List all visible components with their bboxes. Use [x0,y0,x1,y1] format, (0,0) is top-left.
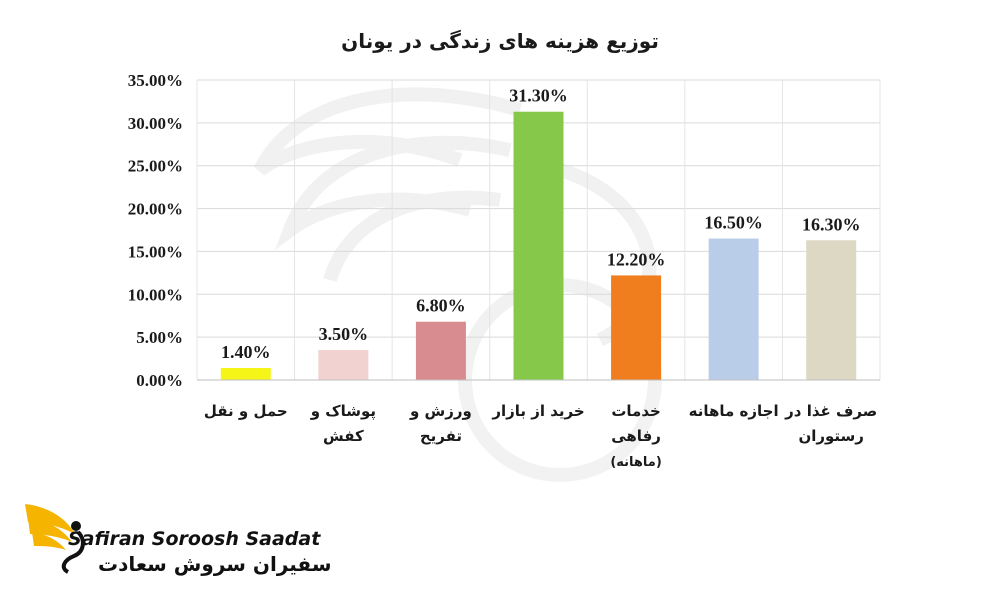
x-tick-label: رستوران [798,427,864,445]
data-label: 16.50% [704,213,763,233]
x-tick-label: صرف غذا در [784,402,877,420]
bars [220,111,857,380]
y-tick-label: 35.00% [128,71,183,90]
x-axis-ticks: حمل و نقل پوشاک و کفش ورزش و تفریح خرید از با… [204,402,877,470]
y-tick-label: 15.00% [128,242,183,261]
data-label: 12.20% [607,249,666,269]
x-tick-label: تفریح [420,427,462,445]
data-labels: 1.40% 3.50% 6.80% 31.30% 12.20% 16.50% 16.30% [221,86,860,362]
y-axis-ticks: 0.00% 5.00% 10.00% 15.00% 20.00% 25.00% 30.00%… [128,71,183,390]
y-tick-label: 0.00% [136,371,183,390]
y-tick-label: 5.00% [136,328,183,347]
y-tick-label: 25.00% [128,157,183,176]
bar [611,275,662,380]
bar [708,238,759,380]
bar [806,240,857,380]
data-label: 6.80% [416,296,466,316]
logo-name-persian: سفیران سروش سعادت [98,552,332,576]
logo-name-english: Safiran Soroosh Saadat [68,528,321,550]
x-tick-label: اجازه ماهانه [689,402,779,420]
bar [513,111,564,380]
data-label: 31.30% [509,86,568,106]
x-tick-label: خرید از بازار [491,402,584,420]
y-tick-label: 30.00% [128,114,183,133]
x-tick-label: ورزش و [409,402,472,420]
x-tick-label: رفاهی [611,427,661,445]
winged-s-logo-icon [25,504,85,574]
data-label: 3.50% [319,324,369,344]
bar [318,350,369,380]
x-tick-label: پوشاک و [310,402,376,421]
bar [415,321,466,380]
y-tick-label: 10.00% [128,285,183,304]
y-tick-label: 20.00% [128,200,183,219]
data-label: 16.30% [802,214,861,234]
data-label: 1.40% [221,342,271,362]
x-tick-label: (ماهانه) [610,455,661,470]
chart-title: توزیع هزینه های زندگی در یونان [341,29,659,53]
bar [220,368,271,380]
x-tick-label: کفش [323,427,364,445]
x-tick-label: خدمات [611,402,660,420]
x-tick-label: حمل و نقل [204,402,288,420]
